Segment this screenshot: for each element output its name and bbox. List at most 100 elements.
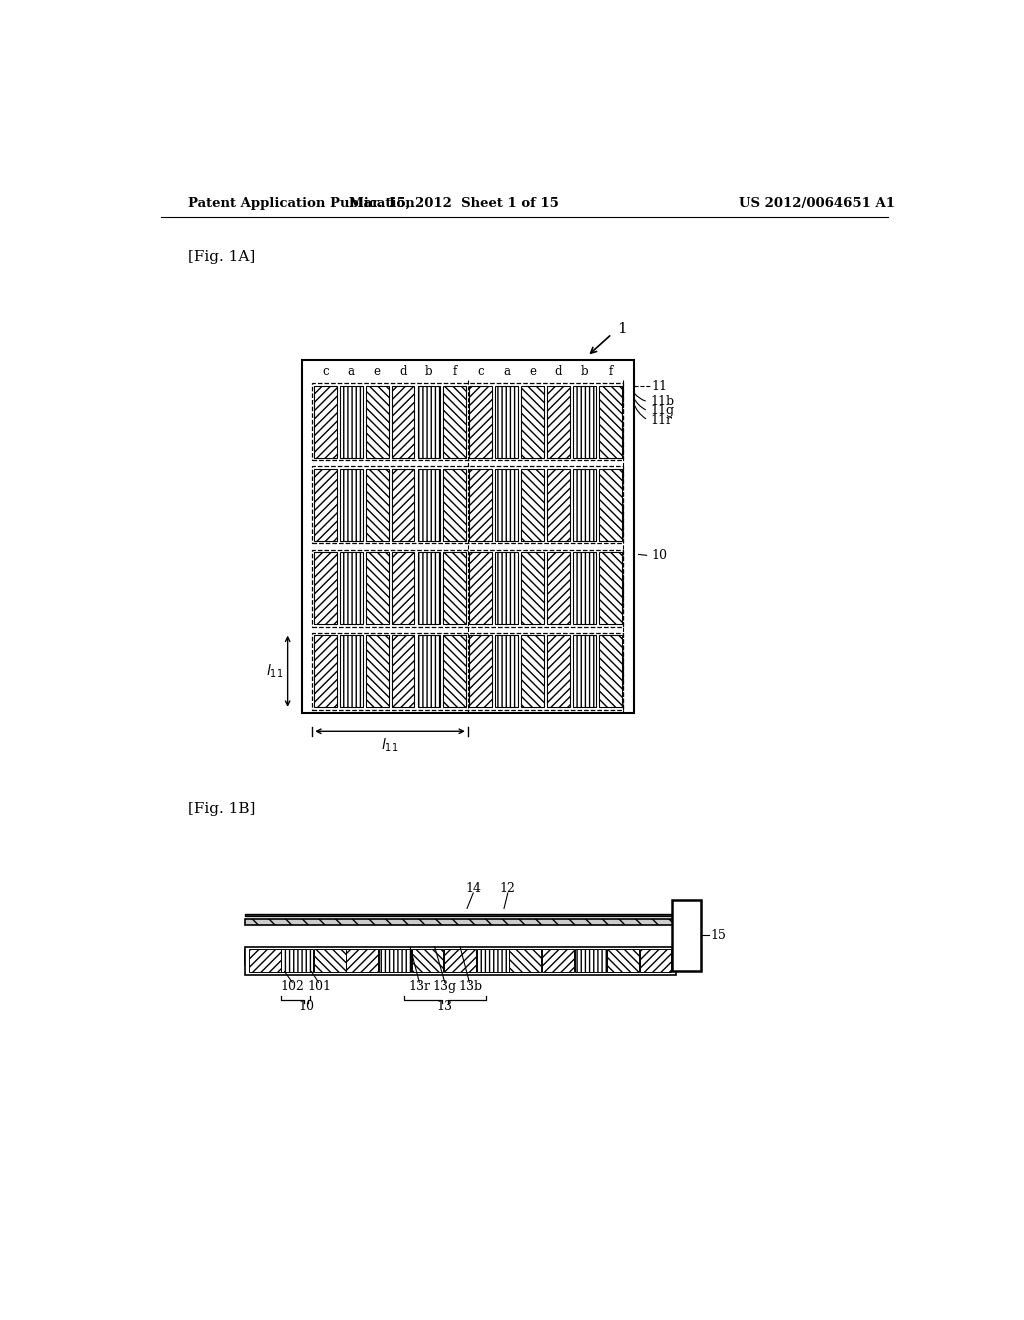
Bar: [313, 469, 337, 541]
Bar: [340, 635, 362, 708]
Bar: [340, 469, 362, 541]
Text: 11g: 11g: [650, 404, 675, 417]
Bar: [640, 949, 672, 973]
Bar: [245, 913, 676, 916]
Bar: [496, 385, 518, 458]
Bar: [521, 635, 544, 708]
Bar: [469, 635, 493, 708]
Text: 10: 10: [298, 1001, 314, 1014]
Text: 15: 15: [711, 929, 726, 942]
Text: [Fig. 1A]: [Fig. 1A]: [188, 249, 256, 264]
Text: d: d: [399, 366, 407, 379]
Bar: [443, 385, 466, 458]
Text: 11: 11: [651, 380, 667, 393]
Text: 11r: 11r: [650, 413, 673, 426]
Bar: [469, 552, 493, 624]
Bar: [444, 949, 476, 973]
Bar: [547, 552, 570, 624]
Bar: [574, 949, 606, 973]
Bar: [521, 469, 544, 541]
Text: Mar. 15, 2012  Sheet 1 of 15: Mar. 15, 2012 Sheet 1 of 15: [349, 197, 559, 210]
Text: 12: 12: [500, 882, 516, 895]
Text: 14: 14: [465, 882, 481, 895]
Bar: [312, 549, 624, 627]
Bar: [443, 635, 466, 708]
Bar: [521, 552, 544, 624]
Bar: [313, 385, 337, 458]
Bar: [521, 385, 544, 458]
Text: 13b: 13b: [458, 981, 482, 994]
Bar: [391, 552, 415, 624]
Bar: [245, 946, 676, 974]
Bar: [312, 383, 624, 461]
Bar: [312, 466, 624, 544]
Text: f: f: [453, 366, 457, 379]
Bar: [607, 949, 639, 973]
Bar: [366, 552, 388, 624]
Text: e: e: [529, 366, 537, 379]
Bar: [509, 949, 541, 973]
Bar: [245, 950, 676, 953]
Bar: [366, 469, 388, 541]
Text: $l_{11}$: $l_{11}$: [266, 663, 283, 680]
Text: b: b: [425, 366, 433, 379]
Bar: [573, 469, 596, 541]
Bar: [547, 469, 570, 541]
Bar: [547, 385, 570, 458]
Bar: [672, 900, 701, 970]
Bar: [542, 949, 573, 973]
Text: 13: 13: [436, 1001, 453, 1014]
Text: $l_{11}$: $l_{11}$: [381, 737, 398, 754]
Text: a: a: [348, 366, 354, 379]
Bar: [313, 552, 337, 624]
Text: b: b: [581, 366, 588, 379]
Bar: [477, 949, 509, 973]
Bar: [245, 950, 676, 965]
Text: Patent Application Publication: Patent Application Publication: [188, 197, 415, 210]
Text: 1: 1: [617, 322, 627, 337]
Bar: [314, 949, 346, 973]
Text: 102: 102: [281, 981, 304, 994]
Bar: [366, 385, 388, 458]
Bar: [282, 949, 313, 973]
Bar: [340, 552, 362, 624]
Text: [Fig. 1B]: [Fig. 1B]: [188, 803, 256, 816]
Bar: [418, 385, 440, 458]
Text: d: d: [555, 366, 562, 379]
Bar: [418, 635, 440, 708]
Bar: [573, 385, 596, 458]
Text: 13r: 13r: [409, 981, 430, 994]
Bar: [443, 469, 466, 541]
Text: f: f: [608, 366, 612, 379]
Bar: [496, 469, 518, 541]
Bar: [412, 949, 443, 973]
Bar: [312, 632, 624, 710]
Text: c: c: [322, 366, 329, 379]
Bar: [249, 949, 281, 973]
Bar: [346, 949, 378, 973]
Bar: [496, 635, 518, 708]
Text: 101: 101: [307, 981, 331, 994]
Bar: [245, 919, 676, 924]
Bar: [599, 385, 622, 458]
Bar: [599, 469, 622, 541]
Bar: [599, 635, 622, 708]
Bar: [547, 635, 570, 708]
Bar: [573, 552, 596, 624]
Text: 11b: 11b: [650, 395, 675, 408]
Bar: [301, 360, 634, 713]
Text: a: a: [503, 366, 510, 379]
Bar: [313, 635, 337, 708]
Bar: [496, 552, 518, 624]
Bar: [391, 385, 415, 458]
Text: 13g: 13g: [433, 981, 457, 994]
Bar: [366, 635, 388, 708]
Bar: [418, 552, 440, 624]
Bar: [379, 949, 411, 973]
Bar: [245, 919, 676, 924]
Bar: [391, 635, 415, 708]
Bar: [418, 469, 440, 541]
Bar: [340, 385, 362, 458]
Text: e: e: [374, 366, 381, 379]
Bar: [599, 552, 622, 624]
